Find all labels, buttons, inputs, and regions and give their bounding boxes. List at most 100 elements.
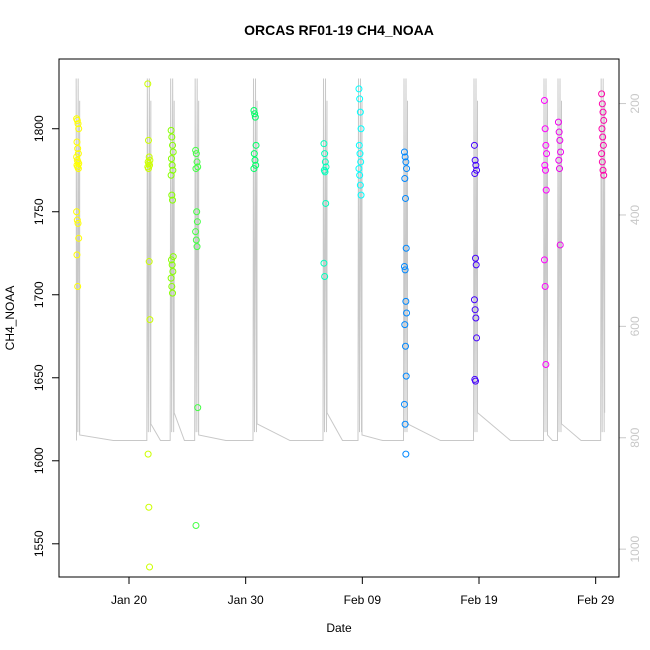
data-point bbox=[471, 156, 479, 164]
data-point bbox=[75, 125, 83, 133]
data-point bbox=[541, 282, 549, 290]
data-point bbox=[321, 272, 329, 280]
data-point bbox=[73, 216, 81, 224]
data-point bbox=[252, 161, 260, 169]
data-point bbox=[471, 170, 479, 178]
data-point bbox=[194, 404, 202, 412]
data-point bbox=[598, 90, 606, 98]
x-tick-label: Jan 20 bbox=[111, 593, 147, 607]
data-points bbox=[73, 80, 608, 571]
data-point bbox=[598, 150, 606, 158]
flight-series bbox=[400, 148, 411, 458]
data-point bbox=[402, 244, 410, 252]
data-point bbox=[555, 156, 563, 164]
data-point bbox=[250, 165, 258, 173]
data-point bbox=[169, 289, 177, 297]
data-point bbox=[74, 120, 82, 128]
right-tick-label: 400 bbox=[628, 205, 642, 225]
data-point bbox=[600, 116, 608, 124]
flight-series bbox=[355, 85, 365, 199]
data-point bbox=[401, 266, 409, 274]
data-point bbox=[168, 261, 176, 269]
data-point bbox=[74, 165, 82, 173]
data-point bbox=[356, 108, 364, 116]
data-point bbox=[252, 141, 260, 149]
data-point bbox=[402, 297, 410, 305]
data-point bbox=[167, 126, 175, 134]
data-point bbox=[146, 161, 154, 169]
data-point bbox=[146, 316, 154, 324]
data-point bbox=[356, 95, 364, 103]
data-point bbox=[598, 158, 606, 166]
data-point bbox=[321, 168, 329, 176]
data-point bbox=[75, 160, 83, 168]
data-point bbox=[472, 377, 479, 385]
data-point bbox=[599, 141, 607, 149]
plot-frame bbox=[58, 58, 620, 578]
data-point bbox=[74, 282, 82, 290]
flight-series bbox=[598, 90, 608, 179]
data-point bbox=[250, 150, 258, 158]
data-point bbox=[145, 153, 153, 161]
flight-series bbox=[320, 140, 330, 280]
data-point bbox=[598, 100, 606, 108]
data-point bbox=[542, 141, 550, 149]
x-tick-label: Feb 19 bbox=[460, 593, 498, 607]
data-point bbox=[169, 196, 177, 204]
data-point bbox=[144, 450, 152, 458]
data-point bbox=[167, 256, 175, 264]
data-point bbox=[400, 263, 408, 271]
data-point bbox=[402, 372, 410, 380]
data-point bbox=[598, 125, 606, 133]
data-point bbox=[357, 191, 365, 199]
y-tick-label: 1750 bbox=[32, 198, 46, 225]
data-point bbox=[541, 125, 549, 133]
data-point bbox=[400, 148, 408, 156]
data-point bbox=[402, 194, 409, 202]
data-point bbox=[322, 199, 330, 207]
data-point bbox=[192, 522, 200, 530]
data-point bbox=[144, 80, 152, 88]
data-point bbox=[169, 166, 177, 174]
flight-series bbox=[73, 115, 83, 290]
data-point bbox=[357, 158, 365, 166]
data-point bbox=[401, 153, 409, 161]
data-point bbox=[169, 148, 177, 156]
data-point bbox=[192, 236, 200, 244]
flight-series bbox=[167, 126, 177, 297]
altitude-trace-line bbox=[75, 78, 606, 442]
data-point bbox=[470, 141, 478, 149]
data-point bbox=[168, 282, 176, 290]
data-point bbox=[473, 166, 481, 174]
data-point bbox=[193, 158, 201, 166]
data-point bbox=[472, 314, 480, 322]
data-point bbox=[322, 163, 330, 171]
flight-series bbox=[470, 141, 481, 385]
x-tick-label: Feb 09 bbox=[344, 593, 382, 607]
data-point bbox=[321, 150, 329, 158]
flight-series bbox=[554, 118, 565, 249]
data-point bbox=[321, 158, 329, 166]
data-point bbox=[540, 97, 548, 105]
data-point bbox=[250, 106, 258, 114]
x-tick-label: Feb 29 bbox=[577, 593, 615, 607]
chart-title: ORCAS RF01-19 CH4_NOAA bbox=[244, 22, 434, 38]
data-point bbox=[356, 150, 364, 158]
data-point bbox=[599, 133, 607, 141]
data-point bbox=[194, 163, 202, 171]
data-point bbox=[192, 150, 200, 158]
data-point bbox=[74, 150, 82, 158]
data-point bbox=[402, 158, 410, 166]
right-tick-label: 800 bbox=[628, 427, 642, 447]
data-point bbox=[471, 306, 479, 314]
data-point bbox=[473, 334, 481, 342]
data-point bbox=[73, 138, 81, 146]
data-point bbox=[251, 113, 259, 121]
data-point bbox=[472, 254, 479, 262]
data-point bbox=[73, 208, 81, 216]
data-point bbox=[193, 243, 201, 251]
data-point bbox=[542, 186, 550, 194]
flight-series bbox=[540, 97, 551, 368]
data-point bbox=[144, 165, 152, 173]
